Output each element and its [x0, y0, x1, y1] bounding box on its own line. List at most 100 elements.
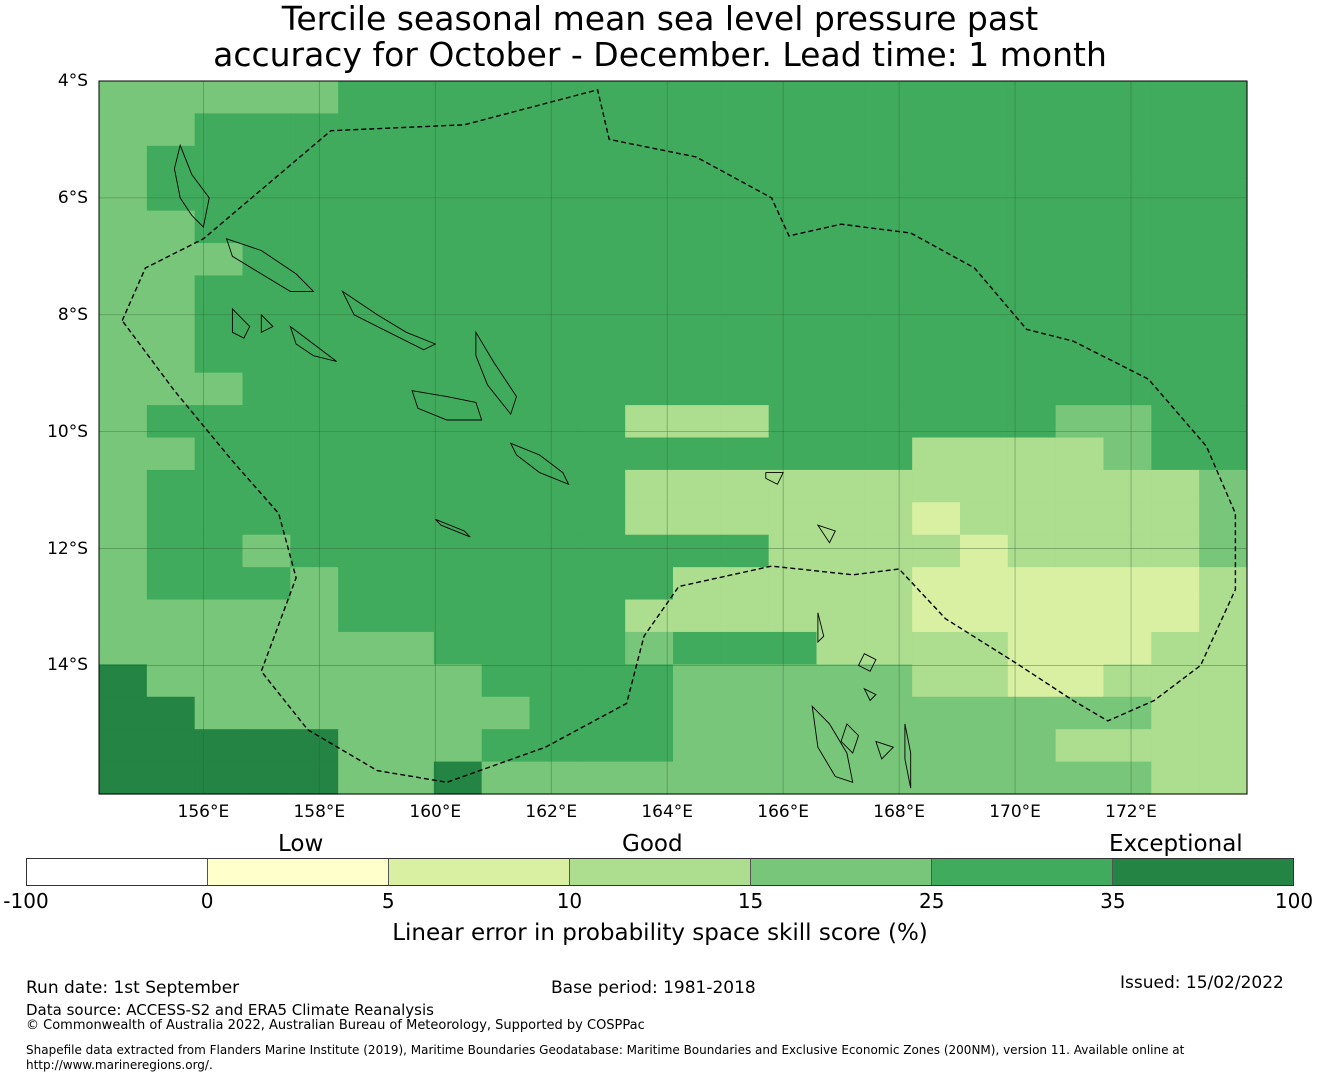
field-cell	[625, 340, 674, 374]
field-cell	[1151, 696, 1200, 730]
field-cell	[720, 275, 770, 309]
field-cell	[673, 243, 722, 277]
field-cell	[433, 113, 483, 147]
field-cell	[1055, 81, 1105, 115]
field-cell	[768, 243, 818, 277]
field-cell	[386, 113, 435, 147]
field-cell	[1199, 372, 1248, 406]
field-cell	[768, 664, 818, 698]
field-cell	[481, 696, 531, 730]
field-cell	[1007, 178, 1057, 212]
field-cell	[912, 307, 961, 341]
field-cell	[481, 469, 531, 503]
field-cell	[433, 534, 483, 568]
field-cell	[99, 113, 148, 147]
field-cell	[242, 664, 291, 698]
field-cell	[912, 567, 961, 601]
field-cell	[1199, 81, 1248, 115]
field-cell	[1055, 437, 1105, 471]
island-outline	[231, 307, 251, 339]
field-cell	[194, 210, 244, 244]
field-cell	[242, 696, 291, 730]
skill-map	[98, 80, 1248, 795]
field-cell	[290, 178, 339, 212]
field-cell	[1055, 567, 1105, 601]
field-cell	[1199, 502, 1248, 536]
field-cell	[242, 275, 291, 309]
field-cell	[1055, 210, 1105, 244]
field-cell	[146, 567, 196, 601]
field-cell	[99, 210, 148, 244]
field-cell	[1055, 243, 1105, 277]
field-cell	[433, 696, 483, 730]
category-good: Good	[622, 831, 683, 857]
field-cell	[1103, 599, 1152, 633]
colorbar-tick-label: 15	[737, 889, 764, 913]
field-cell	[290, 372, 339, 406]
field-cell	[768, 275, 818, 309]
field-cell	[912, 372, 961, 406]
category-exceptional: Exceptional	[1109, 831, 1243, 857]
field-cell	[1103, 664, 1152, 698]
field-cell	[816, 469, 865, 503]
field-cell	[577, 631, 626, 665]
field-cell	[816, 210, 865, 244]
field-cell	[433, 567, 483, 601]
field-cell	[960, 275, 1009, 309]
field-cell	[481, 275, 531, 309]
field-cell	[1151, 113, 1200, 147]
field-cell	[864, 631, 913, 665]
field-cell	[720, 210, 770, 244]
field-cell	[577, 696, 626, 730]
field-cell	[864, 307, 913, 341]
field-cell	[960, 567, 1009, 601]
field-cell	[577, 210, 626, 244]
field-cell	[1007, 340, 1057, 374]
field-cell	[386, 761, 435, 795]
field-cell	[1007, 113, 1057, 147]
field-cell	[242, 534, 291, 568]
field-cell	[242, 145, 291, 179]
field-cell	[1007, 664, 1057, 698]
field-cell	[99, 502, 148, 536]
longitude-label: 162°E	[525, 802, 578, 822]
field-cell	[1199, 631, 1248, 665]
field-cell	[577, 729, 626, 763]
field-cell	[577, 275, 626, 309]
field-cell	[242, 502, 291, 536]
field-cell	[338, 534, 387, 568]
field-cell	[577, 405, 626, 439]
field-cell	[433, 210, 483, 244]
field-cell	[912, 729, 961, 763]
field-cell	[1151, 761, 1200, 795]
field-cell	[242, 599, 291, 633]
field-cell	[290, 145, 339, 179]
field-cell	[1103, 469, 1152, 503]
field-cell	[433, 469, 483, 503]
island-outline	[289, 325, 337, 362]
longitude-label: 172°E	[1105, 802, 1157, 822]
latitude-label: 8°S	[57, 304, 88, 325]
field-cell	[1103, 372, 1152, 406]
field-cell	[768, 405, 818, 439]
field-cell	[386, 145, 435, 179]
field-cell	[625, 210, 674, 244]
issued-date: Issued: 15/02/2022	[1120, 973, 1284, 993]
field-cell	[720, 502, 770, 536]
field-cell	[1151, 567, 1200, 601]
field-cell	[194, 502, 244, 536]
field-cell	[864, 113, 913, 147]
field-cell	[1055, 145, 1105, 179]
field-cell	[99, 469, 148, 503]
longitude-label: 168°E	[873, 802, 925, 822]
field-cell	[816, 275, 865, 309]
field-cell	[146, 664, 196, 698]
field-cell	[1055, 178, 1105, 212]
field-cell	[338, 696, 387, 730]
field-cell	[433, 275, 483, 309]
field-cell	[433, 145, 483, 179]
field-cell	[433, 631, 483, 665]
field-cell	[673, 178, 722, 212]
field-cell	[864, 469, 913, 503]
field-cell	[338, 631, 387, 665]
